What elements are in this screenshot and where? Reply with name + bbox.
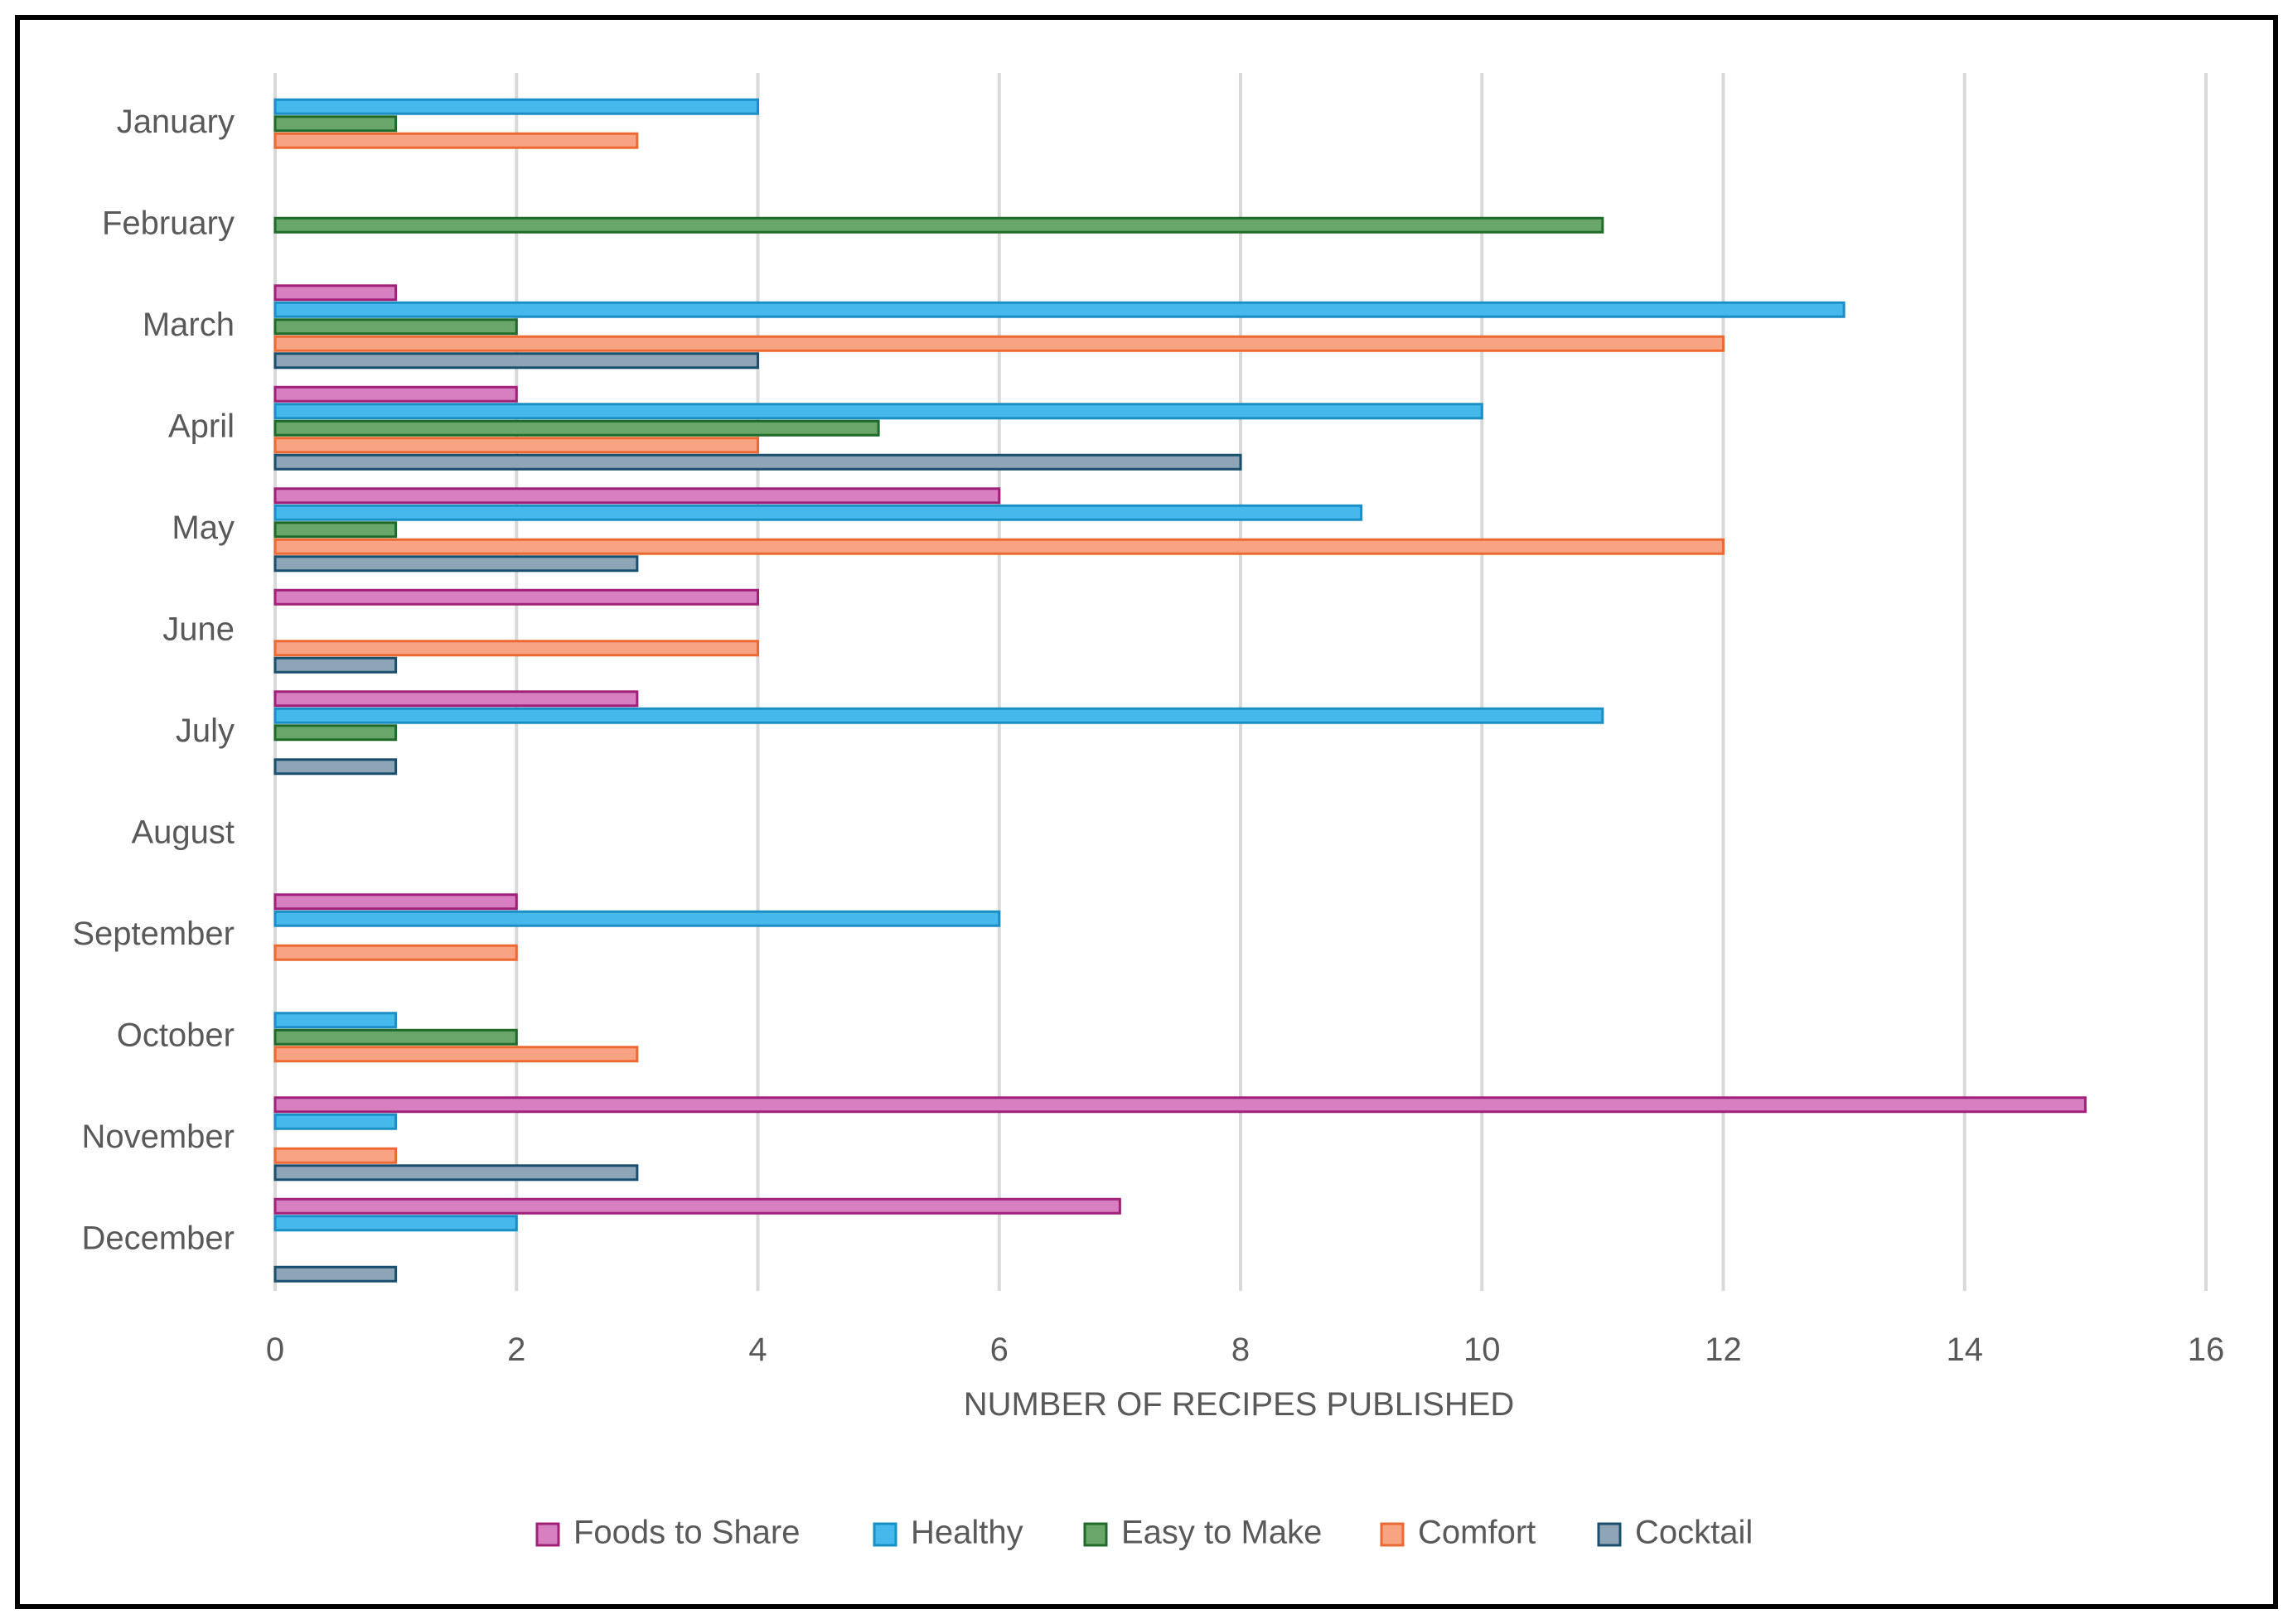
bar-may-healthy bbox=[273, 504, 1363, 521]
bar-may-foods-to-share bbox=[273, 487, 1001, 505]
bar-may-comfort bbox=[273, 538, 1725, 555]
bar-june-foods-to-share bbox=[273, 588, 759, 606]
month-label-december: December bbox=[81, 1220, 235, 1256]
legend-label-foods-to-share: Foods to Share bbox=[573, 1515, 801, 1551]
x-tick-label-2: 2 bbox=[507, 1332, 525, 1368]
gridlines bbox=[273, 73, 2208, 1291]
bar-march-comfort bbox=[273, 335, 1725, 352]
bar-september-comfort bbox=[273, 944, 518, 961]
bar-april-foods-to-share bbox=[273, 385, 518, 403]
month-label-november: November bbox=[81, 1119, 235, 1155]
month-label-january: January bbox=[117, 104, 235, 140]
legend-swatch-foods-to-share bbox=[535, 1522, 560, 1547]
bar-june-cocktail bbox=[273, 656, 398, 674]
x-tick-label-6: 6 bbox=[990, 1332, 1009, 1368]
x-tick-labels: 0 2 4 6 8 10 12 14 16 bbox=[266, 1332, 2224, 1368]
bar-may-easy-to-make bbox=[273, 521, 398, 539]
month-label-october: October bbox=[117, 1017, 235, 1053]
month-labels: January February March April May June July Augu… bbox=[72, 104, 235, 1257]
month-label-february: February bbox=[102, 205, 235, 241]
bar-march-foods-to-share bbox=[273, 284, 398, 302]
legend-swatch-healthy bbox=[873, 1522, 897, 1547]
month-label-may: May bbox=[172, 510, 235, 546]
bar-january-comfort bbox=[273, 132, 639, 149]
bar-september-healthy bbox=[273, 910, 1001, 927]
bar-july-easy-to-make bbox=[273, 724, 398, 742]
bar-february-easy-to-make bbox=[273, 216, 1604, 234]
month-label-september: September bbox=[72, 916, 235, 952]
bar-july-foods-to-share bbox=[273, 690, 639, 708]
bar-january-easy-to-make bbox=[273, 115, 398, 133]
month-label-march: March bbox=[143, 307, 235, 343]
bar-november-foods-to-share bbox=[273, 1096, 2087, 1114]
bar-may-cocktail bbox=[273, 555, 639, 573]
x-tick-label-14: 14 bbox=[1947, 1332, 1984, 1368]
legend-swatch-easy-to-make bbox=[1083, 1522, 1108, 1547]
bar-july-healthy bbox=[273, 707, 1604, 724]
legend-swatch-cocktail bbox=[1597, 1522, 1622, 1547]
bar-october-easy-to-make bbox=[273, 1028, 518, 1046]
bar-october-comfort bbox=[273, 1046, 639, 1063]
legend: Foods to Share Healthy Easy to Make Comfort… bbox=[535, 1515, 1753, 1551]
bar-december-foods-to-share bbox=[273, 1197, 1121, 1215]
legend-label-cocktail: Cocktail bbox=[1635, 1515, 1753, 1551]
bar-april-cocktail bbox=[273, 453, 1242, 471]
bar-june-comfort bbox=[273, 640, 759, 657]
bar-december-healthy bbox=[273, 1215, 518, 1232]
bar-september-foods-to-share bbox=[273, 893, 518, 911]
x-tick-label-0: 0 bbox=[266, 1332, 284, 1368]
legend-label-comfort: Comfort bbox=[1418, 1515, 1536, 1551]
bar-april-easy-to-make bbox=[273, 419, 880, 437]
month-label-july: July bbox=[176, 713, 235, 749]
bar-november-healthy bbox=[273, 1113, 398, 1130]
x-axis-title: NUMBER OF RECIPES PUBLISHED bbox=[964, 1386, 1515, 1423]
bar-november-cocktail bbox=[273, 1164, 639, 1182]
bar-march-cocktail bbox=[273, 352, 759, 370]
x-tick-label-10: 10 bbox=[1463, 1332, 1501, 1368]
month-label-june: June bbox=[162, 611, 235, 647]
x-tick-label-8: 8 bbox=[1231, 1332, 1250, 1368]
x-tick-label-12: 12 bbox=[1705, 1332, 1742, 1368]
bar-december-cocktail bbox=[273, 1265, 398, 1283]
legend-swatch-comfort bbox=[1380, 1522, 1405, 1547]
legend-label-easy-to-make: Easy to Make bbox=[1121, 1515, 1322, 1551]
x-tick-label-4: 4 bbox=[748, 1332, 767, 1368]
bar-july-cocktail bbox=[273, 758, 398, 776]
bar-march-healthy bbox=[273, 301, 1846, 318]
month-label-august: August bbox=[131, 814, 235, 850]
bar-series bbox=[273, 98, 2087, 1283]
bar-november-comfort bbox=[273, 1147, 398, 1164]
bar-january-healthy bbox=[273, 98, 759, 115]
bar-october-healthy bbox=[273, 1012, 398, 1029]
legend-label-healthy: Healthy bbox=[911, 1515, 1023, 1551]
bar-march-easy-to-make bbox=[273, 318, 518, 336]
bar-april-healthy bbox=[273, 403, 1483, 420]
month-label-april: April bbox=[168, 408, 235, 444]
x-tick-label-16: 16 bbox=[2188, 1332, 2225, 1368]
bar-april-comfort bbox=[273, 437, 759, 454]
chart-frame bbox=[15, 15, 2278, 1609]
